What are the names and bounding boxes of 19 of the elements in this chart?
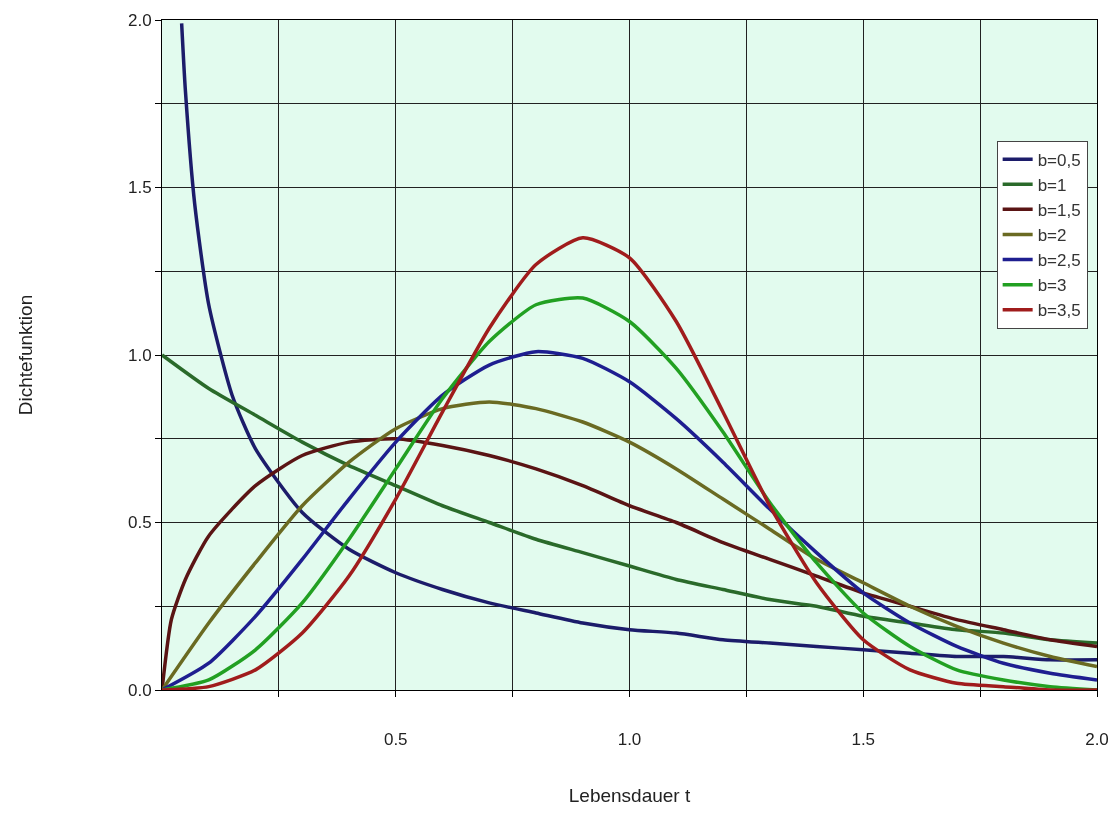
y-tick-label: 0.0 bbox=[127, 680, 152, 700]
legend-label: b=3,5 bbox=[1037, 301, 1081, 321]
legend-label: b=2 bbox=[1037, 226, 1067, 246]
y-tick-label: 2.0 bbox=[127, 10, 152, 30]
legend-label: b=1,5 bbox=[1037, 200, 1081, 220]
legend-label: b=2,5 bbox=[1037, 251, 1081, 271]
legend-label: b=1 bbox=[1037, 175, 1067, 195]
line-series bbox=[179, 21, 1097, 662]
legend-label: b=0,5 bbox=[1037, 150, 1081, 170]
x-tick-label: 1.5 bbox=[851, 730, 876, 750]
x-tick-label: 2.0 bbox=[1085, 730, 1109, 750]
y-tick-label: 0.5 bbox=[127, 513, 152, 533]
y-tick-label: 1.5 bbox=[127, 178, 152, 198]
y-axis-title: Dichtefunktion bbox=[14, 294, 36, 416]
x-tick-label: 1.0 bbox=[617, 730, 642, 750]
x-axis-title: Lebensdauer t bbox=[568, 785, 691, 807]
legend-label: b=3 bbox=[1037, 276, 1067, 296]
y-tick-label: 1.0 bbox=[127, 345, 152, 365]
x-tick-label: 0.5 bbox=[383, 730, 408, 750]
